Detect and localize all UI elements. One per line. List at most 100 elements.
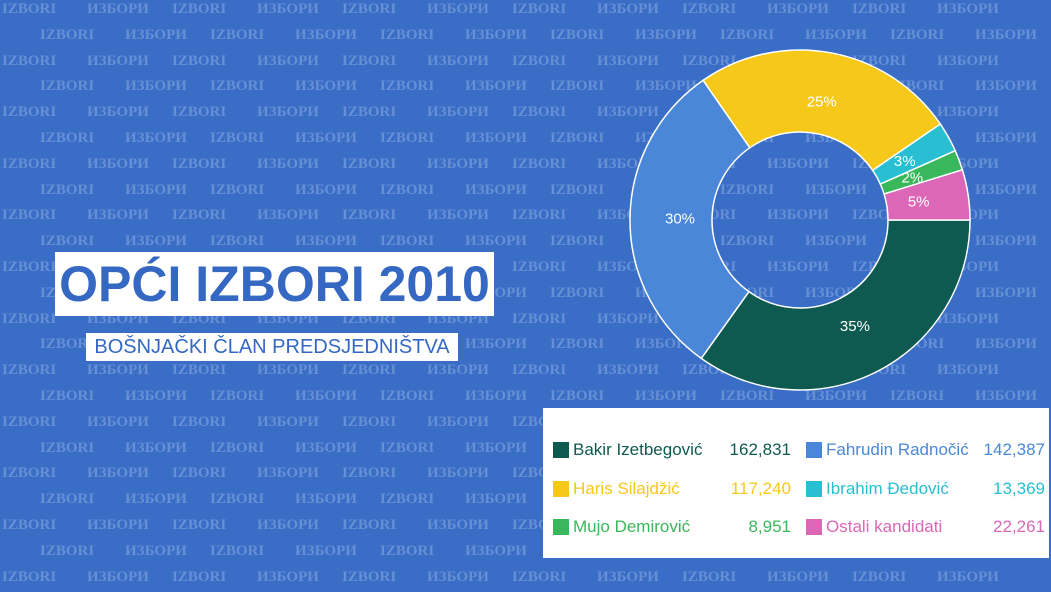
- watermark-word: IZBORI: [210, 491, 265, 508]
- watermark-word: IZBORI: [852, 1, 907, 17]
- watermark-word: IZBORI: [2, 465, 57, 482]
- watermark-word: ИЗБОРИ: [635, 26, 697, 43]
- watermark-word: IZBORI: [2, 1, 57, 17]
- watermark-word: ИЗБОРИ: [87, 517, 149, 533]
- watermark-word: IZBORI: [342, 465, 397, 482]
- watermark-word: IZBORI: [172, 362, 227, 379]
- watermark-word: ИЗБОРИ: [257, 52, 319, 69]
- watermark-word: ИЗБОРИ: [257, 413, 319, 430]
- watermark-word: IZBORI: [380, 542, 435, 559]
- watermark-word: IZBORI: [550, 336, 605, 353]
- watermark-word: IZBORI: [40, 130, 95, 146]
- watermark-word: ИЗБОРИ: [597, 52, 659, 69]
- watermark-word: ИЗБОРИ: [295, 181, 357, 198]
- watermark-word: IZBORI: [172, 104, 227, 121]
- legend-name: Haris Silajdžić: [573, 478, 680, 498]
- watermark-word: ИЗБОРИ: [937, 568, 999, 585]
- legend-swatch: [806, 442, 822, 458]
- watermark-word: IZBORI: [720, 26, 775, 43]
- legend-value: 162,831: [729, 440, 791, 459]
- watermark-word: IZBORI: [210, 439, 265, 456]
- legend-value: 13,369: [993, 478, 1045, 498]
- watermark-word: IZBORI: [210, 233, 265, 250]
- watermark-word: IZBORI: [550, 233, 605, 250]
- watermark-word: IZBORI: [720, 233, 775, 250]
- watermark-word: ИЗБОРИ: [597, 310, 659, 327]
- watermark-word: IZBORI: [512, 568, 567, 585]
- watermark-word: ИЗБОРИ: [767, 1, 829, 17]
- watermark-word: IZBORI: [550, 388, 605, 404]
- slice-percent-label-fahrudin-radnocic: 30%: [665, 211, 695, 228]
- watermark-word: ИЗБОРИ: [805, 388, 867, 404]
- watermark-word: IZBORI: [512, 155, 567, 172]
- watermark-word: ИЗБОРИ: [125, 542, 187, 559]
- watermark-word: IZBORI: [682, 52, 737, 69]
- watermark-word: IZBORI: [2, 568, 57, 585]
- watermark-word: IZBORI: [342, 155, 397, 172]
- watermark-word: ИЗБОРИ: [427, 568, 489, 585]
- watermark-word: ИЗБОРИ: [805, 233, 867, 250]
- watermark-word: IZBORI: [512, 362, 567, 379]
- watermark-word: ИЗБОРИ: [295, 78, 357, 95]
- watermark-word: ИЗБОРИ: [257, 362, 319, 379]
- watermark-word: IZBORI: [512, 207, 567, 224]
- donut-slice-bakir-izetbegovic: [700, 219, 971, 391]
- watermark-word: IZBORI: [2, 52, 57, 69]
- watermark-word: ИЗБОРИ: [937, 1, 999, 17]
- watermark-word: IZBORI: [342, 517, 397, 533]
- watermark-word: ИЗБОРИ: [125, 130, 187, 146]
- legend-name: Fahrudin Radnočić: [826, 440, 969, 459]
- donut-slice-haris-silajdzic: [702, 49, 942, 172]
- watermark-word: ИЗБОРИ: [295, 26, 357, 43]
- watermark-word: ИЗБОРИ: [257, 155, 319, 172]
- donut-slice-ostali-kandidati: [883, 168, 971, 221]
- watermark-word: ИЗБОРИ: [125, 491, 187, 508]
- watermark-word: ИЗБОРИ: [295, 491, 357, 508]
- watermark-word: IZBORI: [40, 388, 95, 404]
- watermark-word: IZBORI: [172, 1, 227, 17]
- watermark-word: ИЗБОРИ: [257, 465, 319, 482]
- watermark-word: IZBORI: [172, 517, 227, 533]
- watermark-word: ИЗБОРИ: [767, 155, 829, 172]
- donut-slice-fahrudin-radnocic: [629, 79, 751, 360]
- watermark-word: IZBORI: [2, 104, 57, 121]
- legend-item-bakir-izetbegovic: Bakir Izetbegović 162,831: [553, 439, 791, 461]
- slice-percent-label-bakir-izetbegovic: 35%: [840, 318, 870, 335]
- watermark-word: ИЗБОРИ: [465, 336, 527, 353]
- watermark-word: ИЗБОРИ: [125, 26, 187, 43]
- watermark-word: IZBORI: [380, 233, 435, 250]
- slice-percent-label-ostali-kandidati: 5%: [908, 194, 930, 211]
- watermark-word: IZBORI: [682, 1, 737, 17]
- watermark-word: ИЗБОРИ: [767, 568, 829, 585]
- chart-legend: Bakir Izetbegović 162,831 Fahrudin Radno…: [543, 408, 1049, 558]
- watermark-word: ИЗБОРИ: [465, 542, 527, 559]
- watermark-word: ИЗБОРИ: [87, 568, 149, 585]
- watermark-word: ИЗБОРИ: [257, 568, 319, 585]
- watermark-word: IZBORI: [512, 310, 567, 327]
- watermark-word: ИЗБОРИ: [465, 26, 527, 43]
- watermark-word: IZBORI: [2, 155, 57, 172]
- watermark-word: ИЗБОРИ: [427, 362, 489, 379]
- watermark-word: ИЗБОРИ: [635, 388, 697, 404]
- watermark-word: IZBORI: [172, 413, 227, 430]
- watermark-word: IZBORI: [40, 542, 95, 559]
- watermark-word: ИЗБОРИ: [125, 181, 187, 198]
- watermark-word: IZBORI: [2, 362, 57, 379]
- watermark-word: ИЗБОРИ: [767, 259, 829, 275]
- watermark-word: IZBORI: [512, 52, 567, 69]
- watermark-word: IZBORI: [342, 1, 397, 17]
- watermark-word: IZBORI: [512, 104, 567, 121]
- watermark-word: ИЗБОРИ: [427, 517, 489, 533]
- watermark-word: ИЗБОРИ: [805, 181, 867, 198]
- watermark-word: IZBORI: [342, 52, 397, 69]
- watermark-word: ИЗБОРИ: [87, 1, 149, 17]
- watermark-word: ИЗБОРИ: [427, 52, 489, 69]
- watermark-word: IZBORI: [512, 1, 567, 17]
- watermark-word: IZBORI: [210, 26, 265, 43]
- watermark-word: ИЗБОРИ: [597, 104, 659, 121]
- watermark-word: ИЗБОРИ: [937, 104, 999, 121]
- watermark-word: IZBORI: [550, 181, 605, 198]
- watermark-word: IZBORI: [380, 181, 435, 198]
- donut-chart: 35% 30% 25% 3%2% 5%: [629, 49, 971, 391]
- page-title: OPĆI IZBORI 2010: [59, 256, 490, 312]
